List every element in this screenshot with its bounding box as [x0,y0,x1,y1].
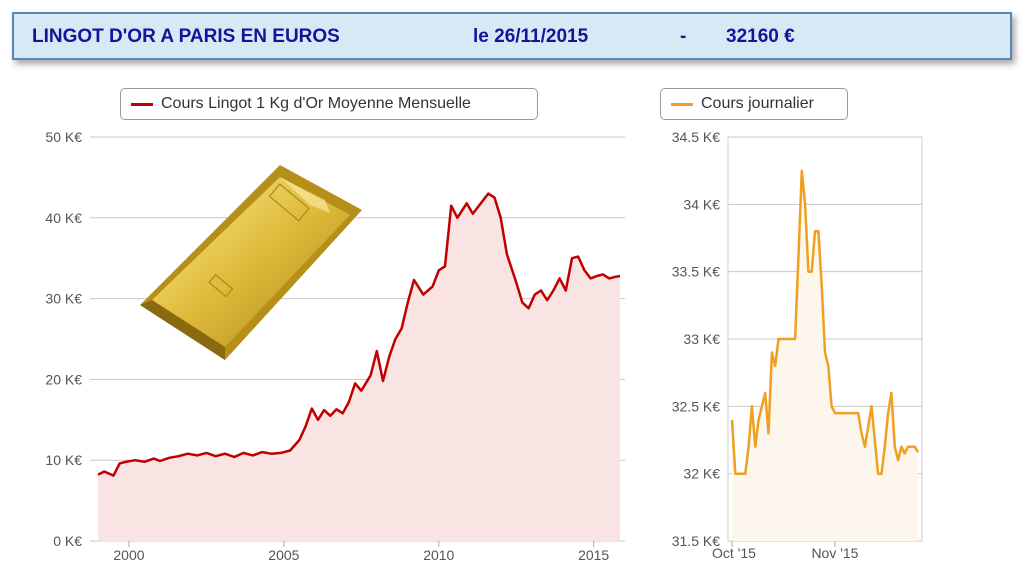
banner-date: le 26/11/2015 [473,26,589,47]
monthly-area [98,193,620,541]
daily-y-tick-label: 33.5 K€ [672,264,720,280]
banner-price: 32160 € [726,26,795,47]
daily-x-tick-label: Nov '15 [811,545,858,561]
title-banner: LINGOT D'OR A PARIS EN EUROS le 26/11/20… [12,12,1012,60]
banner-dash: - [680,26,687,47]
monthly-chart-legend[interactable]: Cours Lingot 1 Kg d'Or Moyenne Mensuelle [120,88,538,120]
daily-legend-swatch [671,102,693,106]
daily-x-tick-label: Oct '15 [712,545,756,561]
monthly-x-tick-label: 2005 [268,547,299,563]
monthly-y-tick-label: 10 K€ [45,452,82,468]
monthly-y-tick-label: 0 K€ [53,533,82,549]
monthly-series-line [97,192,621,477]
daily-y-tick-label: 31.5 K€ [672,533,720,549]
daily-chart-legend[interactable]: Cours journalier [660,88,848,120]
monthly-y-tick-label: 40 K€ [45,210,82,226]
daily-legend-label: Cours journalier [701,95,814,112]
daily-y-tick-label: 34.5 K€ [672,129,720,145]
monthly-y-tick-label: 50 K€ [45,129,82,145]
monthly-x-tick-label: 2015 [578,547,609,563]
daily-y-tick-label: 33 K€ [683,331,720,347]
daily-series-line [730,169,920,475]
monthly-y-tick-label: 20 K€ [45,371,82,387]
monthly-legend-label: Cours Lingot 1 Kg d'Or Moyenne Mensuelle [161,95,471,112]
monthly-legend-swatch [131,102,153,106]
monthly-y-tick-label: 30 K€ [45,291,82,307]
monthly-x-tick-label: 2010 [423,547,454,563]
banner-title: LINGOT D'OR A PARIS EN EUROS [32,26,340,47]
daily-y-tick-label: 32 K€ [683,466,720,482]
gold-ingot-image [140,165,362,360]
daily-y-tick-label: 32.5 K€ [672,398,720,414]
daily-y-tick-label: 34 K€ [683,196,720,212]
monthly-x-tick-label: 2000 [113,547,144,563]
